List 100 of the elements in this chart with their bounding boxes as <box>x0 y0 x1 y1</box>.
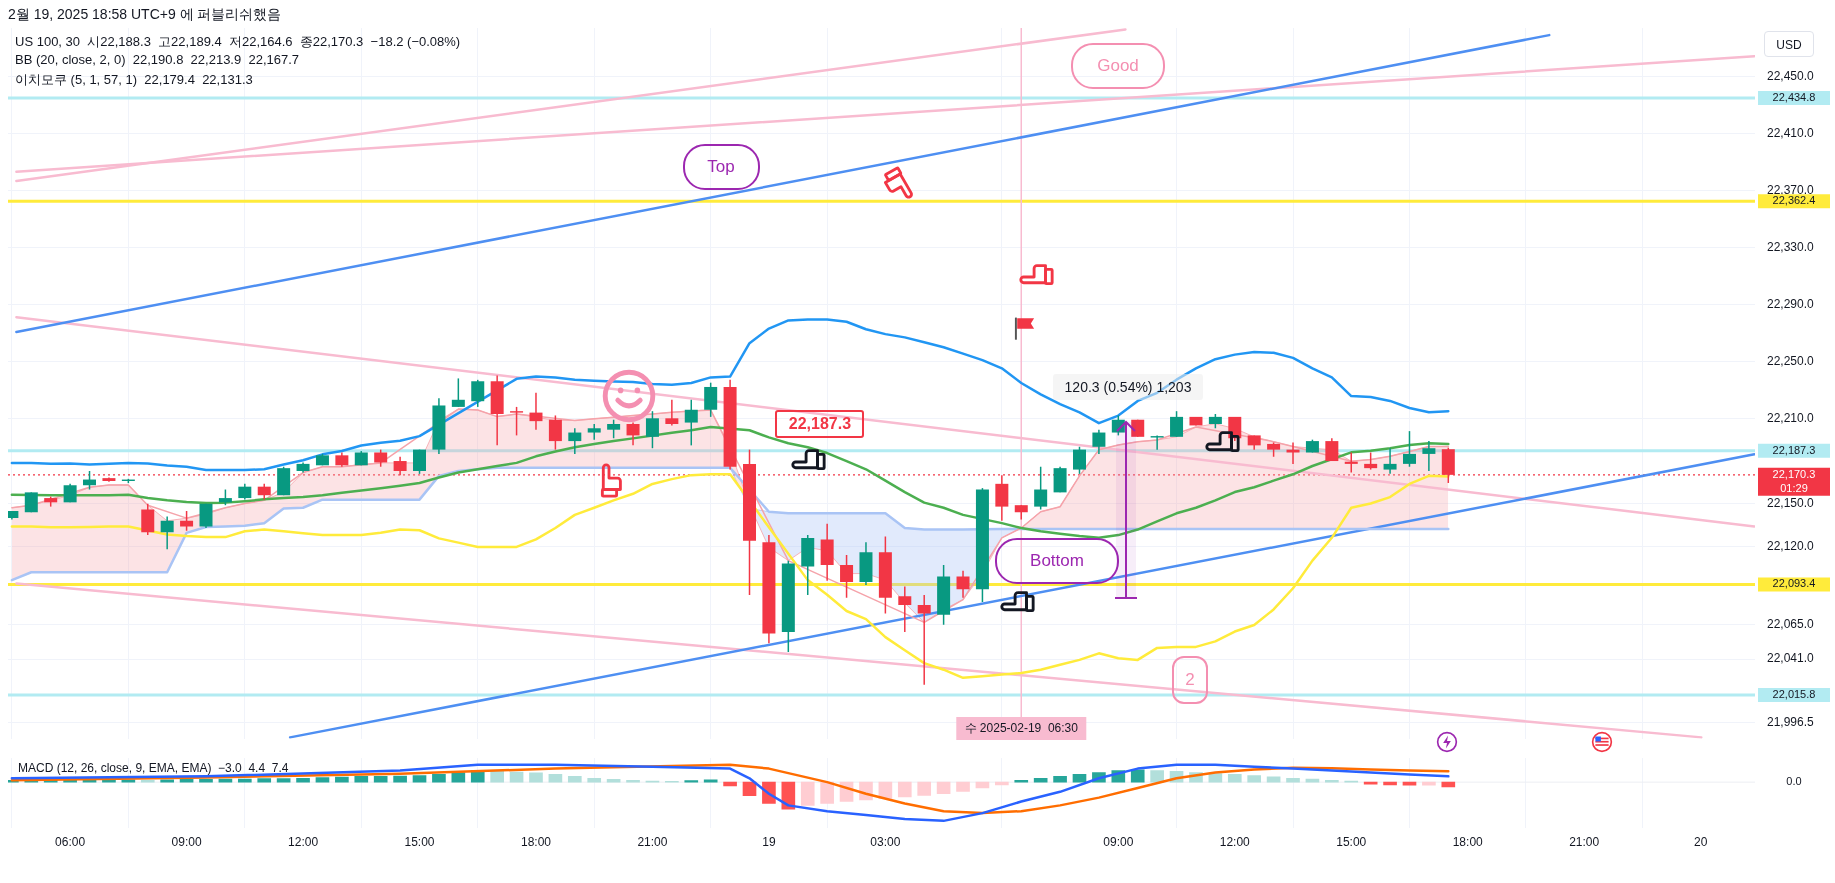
bar <box>1383 781 1397 786</box>
bar <box>373 776 388 783</box>
candlestick <box>141 503 155 536</box>
bar <box>1033 777 1048 783</box>
candlestick <box>568 427 582 455</box>
x-tick-label: 21:00 <box>1569 835 1600 850</box>
bar <box>1130 769 1145 783</box>
chart-title: MACD (12, 26, close, 9, EMA, EMA) −3.0 4.4 7.4 <box>17 760 290 776</box>
candlestick <box>180 510 194 532</box>
bar <box>1266 776 1281 783</box>
x-tick-label: 18:00 <box>520 835 552 850</box>
bar <box>1150 770 1164 783</box>
bar <box>1402 781 1417 786</box>
bar <box>296 777 310 783</box>
bar <box>1441 781 1456 788</box>
candlestick <box>607 418 621 439</box>
candlestick <box>840 554 854 599</box>
x-tick-label: 09:00 <box>1103 835 1134 850</box>
candlestick <box>1150 434 1164 451</box>
candlestick <box>645 410 659 449</box>
x-tick-label: 19 <box>762 835 776 850</box>
bar <box>917 781 932 796</box>
bar <box>276 778 291 783</box>
bar <box>936 781 951 795</box>
x-tick-label: 12:00 <box>288 835 319 850</box>
candlestick <box>1034 465 1048 511</box>
candlestick <box>199 503 213 529</box>
bar <box>529 772 543 783</box>
ref-line-label: 22,093.4 <box>1772 577 1816 590</box>
candlestick <box>1072 446 1086 475</box>
bar <box>587 777 602 783</box>
y-tick-label: 22,210.0 <box>1767 410 1815 425</box>
bar <box>781 781 796 810</box>
candlestick <box>510 406 524 437</box>
x-tick-label: 03:00 <box>870 835 901 850</box>
ref-line-label: 22,170.3 01:29 <box>1772 467 1816 494</box>
bar <box>335 776 349 783</box>
y-tick-label: 22,330.0 <box>1767 239 1815 254</box>
bar <box>432 774 446 783</box>
candlestick <box>917 594 931 686</box>
bar <box>1422 781 1436 786</box>
annotation: Top <box>682 144 760 190</box>
bar <box>995 781 1009 786</box>
annotation: BB (20, close, 2, 0) 22,190.8 22,213.9 22,167.7 <box>15 52 300 67</box>
candlestick <box>451 377 465 408</box>
annotation: Bottom <box>995 538 1119 584</box>
text: US 100, 30 시22,188.3 고22,189.4 저22,164.6 종22,170.3 −18.2 (−0.08%) <box>15 33 461 51</box>
bar <box>742 781 757 797</box>
candlestick <box>1170 410 1184 438</box>
candlestick <box>1344 451 1358 474</box>
bar <box>199 779 213 783</box>
candlestick <box>548 414 562 451</box>
candlestick <box>898 585 912 633</box>
candlestick <box>626 421 640 447</box>
bar <box>1286 777 1300 783</box>
annotation: 2 <box>1172 656 1208 704</box>
bar <box>1072 774 1087 783</box>
annotation: 이치모쿠 (5, 1, 57, 1) 22,179.4 22,131.3 <box>15 71 253 89</box>
annotation: Good <box>1071 43 1165 89</box>
ref-line-label: 22,187.3 <box>1772 443 1816 456</box>
x-tick-label: 06:00 <box>55 835 86 850</box>
candlestick <box>704 381 718 418</box>
ref-line-label: 0.0 <box>1786 775 1802 788</box>
x-tick-label: 12:00 <box>1219 835 1251 850</box>
bar <box>315 777 330 783</box>
bar <box>820 781 834 804</box>
bar <box>1247 775 1262 783</box>
y-tick-label: 22,250.0 <box>1767 353 1815 368</box>
bar <box>684 780 699 783</box>
y-tick-label: 22,410.0 <box>1767 125 1815 140</box>
x-tick-label: 21:00 <box>637 835 668 850</box>
ref-line-label: 22,434.8 <box>1772 91 1816 104</box>
candlestick <box>413 448 427 475</box>
y-tick-label: 22,290.0 <box>1767 296 1815 311</box>
candlestick <box>1092 428 1106 455</box>
y-tick-label: 22,041.0 <box>1767 651 1815 666</box>
ref-line-label: 22,015.8 <box>1772 687 1816 700</box>
x-tick-label: 18:00 <box>1452 835 1484 850</box>
x-tick-label: 20 <box>1693 835 1708 850</box>
y-tick-label: 22,150.0 <box>1767 496 1815 511</box>
candlestick <box>471 379 485 408</box>
candlestick <box>1383 447 1397 475</box>
y-tick-label: 22,450.0 <box>1767 68 1815 83</box>
candlestick <box>1402 430 1416 468</box>
bar <box>723 781 737 787</box>
y-tick-label: 22,370.0 <box>1767 182 1815 197</box>
annotation: 22,187.3 <box>775 409 865 438</box>
bar <box>257 778 272 783</box>
candlestick <box>684 399 698 447</box>
candlestick <box>160 515 174 551</box>
bar <box>1053 776 1067 783</box>
y-tick-label: 22,120.0 <box>1767 538 1815 553</box>
x-tick-label: 09:00 <box>171 835 202 850</box>
bar <box>800 781 815 806</box>
bar <box>956 781 970 792</box>
x-tick-label: 15:00 <box>1336 835 1367 850</box>
x-tick-label: 15:00 <box>404 835 435 850</box>
candlestick <box>1422 440 1436 472</box>
y-axis-title: USD <box>1764 31 1814 57</box>
y-tick-label: 21,996.5 <box>1767 714 1815 729</box>
